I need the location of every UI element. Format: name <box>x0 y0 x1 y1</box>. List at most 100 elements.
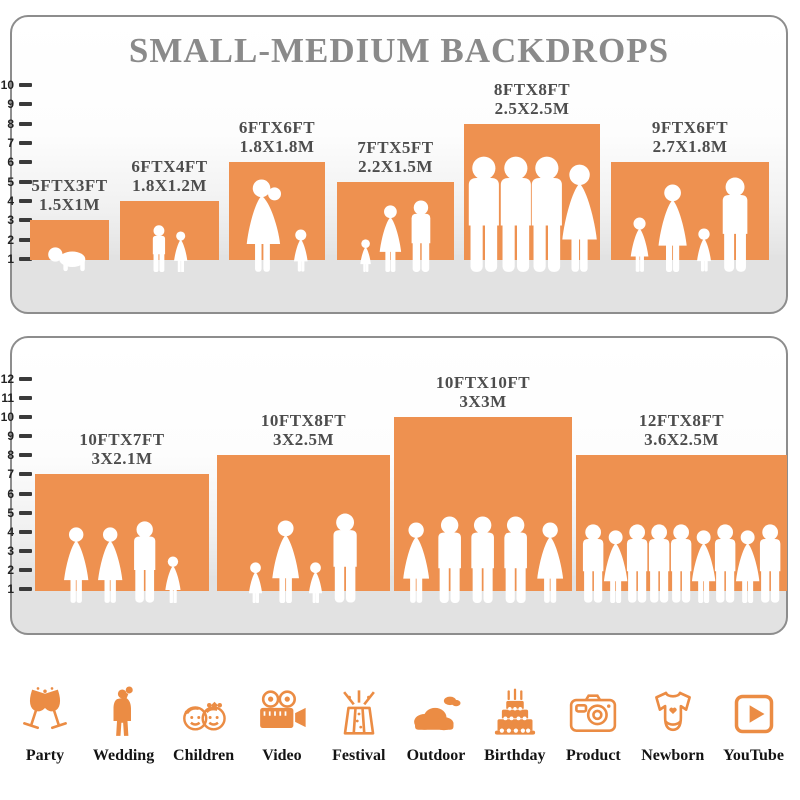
man-silhouette <box>582 524 604 603</box>
silhouette-group <box>120 225 219 272</box>
ruler-number: 9 <box>7 429 14 444</box>
size-m: 1.5X1M <box>38 195 101 215</box>
ruler-dash <box>19 434 32 439</box>
size-m: 3X3M <box>459 392 507 412</box>
ruler-tick-7: 7 <box>0 135 36 151</box>
ruler-dash <box>19 510 32 515</box>
ruler-tick-11: 11 <box>0 390 36 406</box>
man-silhouette <box>133 521 156 603</box>
newborn-icon <box>644 684 702 742</box>
category-video: Video <box>253 650 311 765</box>
backdrop-size-label: 10FTX8FT 3X2.5M <box>261 411 346 449</box>
woman-silhouette <box>379 205 401 272</box>
category-label: Product <box>565 747 621 764</box>
boy-silhouette <box>152 225 165 272</box>
woman-silhouette <box>272 520 299 603</box>
ruler-tick-2: 2 <box>0 232 36 248</box>
category-festival: Festival <box>330 650 388 765</box>
category-label: Party <box>25 747 65 764</box>
backdrop-bar-9ftx6ft <box>611 162 769 272</box>
panel-small-medium-backdrops: SMALL-MEDIUM BACKDROPS 1 2 3 4 5 6 7 8 9 10 5FTX3F… <box>1 15 788 314</box>
backdrop-bar-10ftx10ft <box>394 417 572 603</box>
ruler-number: 8 <box>7 448 14 463</box>
size-m: 2.7X1.8M <box>652 137 728 157</box>
backdrop-size-label: 7FTX5FT 2.2X1.5M <box>357 138 433 176</box>
ruler-number: 12 <box>0 371 14 386</box>
category-label: Children <box>173 747 235 764</box>
category-label: YouTube <box>723 747 784 764</box>
ruler-tick-7: 7 <box>0 466 36 482</box>
woman-silhouette <box>658 184 687 272</box>
ruler-dash <box>19 141 32 146</box>
silhouette-group <box>337 200 454 272</box>
man-silhouette <box>471 516 495 603</box>
man-silhouette <box>438 516 462 603</box>
ruler-number: 1 <box>7 582 14 596</box>
ruler-tick-4: 4 <box>0 193 36 209</box>
woman-silhouette <box>691 530 715 603</box>
youtube-icon <box>725 684 783 742</box>
man-silhouette <box>532 156 563 272</box>
outdoor-icon <box>407 684 465 742</box>
toddler-girl-silhouette <box>359 239 371 272</box>
ruler-tick-9: 9 <box>0 96 36 112</box>
category-wedding: Wedding <box>93 650 154 765</box>
ruler-dash <box>19 567 32 572</box>
toddler-girl-silhouette <box>308 562 323 603</box>
silhouette-group <box>464 156 600 272</box>
man-silhouette <box>722 177 748 272</box>
girl-silhouette <box>173 230 188 272</box>
silhouette-group <box>394 516 572 603</box>
man-silhouette <box>627 524 648 603</box>
ruler-number: 2 <box>7 562 14 577</box>
category-row: Party Wedding Children Video Festival Outdoor… <box>0 650 800 765</box>
woman-silhouette <box>536 522 563 603</box>
ruler-dash <box>19 160 32 165</box>
woman-silhouette <box>403 522 430 603</box>
ruler-dash <box>19 237 32 242</box>
toddler-girl-silhouette <box>697 228 712 272</box>
size-m: 3.6X2.5M <box>644 430 719 450</box>
size-ft: 10FTX8FT <box>260 411 347 431</box>
size-ft: 6FTX6FT <box>238 118 316 138</box>
category-label: Outdoor <box>406 747 466 764</box>
ruler-dash <box>19 376 32 381</box>
ruler-number: 4 <box>7 194 14 208</box>
ruler-tick-9: 9 <box>0 428 36 444</box>
ruler-dash <box>19 396 32 400</box>
ruler-number: 5 <box>7 174 14 189</box>
ruler-number: 3 <box>7 543 14 558</box>
party-icon <box>16 684 74 742</box>
ruler-number: 1 <box>7 252 14 266</box>
man-silhouette <box>715 524 736 603</box>
children-icon <box>175 684 233 742</box>
size-m: 3X2.1M <box>91 449 153 469</box>
category-birthday: Birthday <box>484 650 546 765</box>
backdrop-size-label: 5FTX3FT 1.5X1M <box>31 176 107 214</box>
birthday-icon <box>486 684 544 742</box>
category-newborn: Newborn <box>641 650 704 765</box>
man-silhouette <box>504 516 528 603</box>
ruler-dash <box>19 83 32 88</box>
ruler-tick-5: 5 <box>0 174 36 190</box>
man-silhouette <box>759 524 781 603</box>
man-silhouette <box>411 200 430 272</box>
ruler-tick-5: 5 <box>0 505 36 521</box>
woman-with-baby-silhouette <box>246 179 281 272</box>
ruler-tick-6: 6 <box>0 154 36 170</box>
silhouette-group <box>30 242 109 272</box>
size-m: 1.8X1.8M <box>239 137 315 157</box>
category-outdoor: Outdoor <box>406 650 466 765</box>
category-label: Birthday <box>484 747 546 764</box>
ruler-dash <box>19 199 32 203</box>
silhouette-group <box>611 177 769 272</box>
ruler-dash <box>19 453 32 458</box>
page-title: SMALL-MEDIUM BACKDROPS <box>128 31 670 70</box>
woman-silhouette <box>98 527 123 603</box>
size-m: 2.5X2.5M <box>494 98 570 118</box>
woman-silhouette <box>64 527 89 603</box>
size-ft: 7FTX5FT <box>357 137 434 157</box>
ruler-number: 11 <box>1 391 14 405</box>
ruler-dash <box>19 218 32 223</box>
ruler-tick-1: 1 <box>0 251 36 267</box>
